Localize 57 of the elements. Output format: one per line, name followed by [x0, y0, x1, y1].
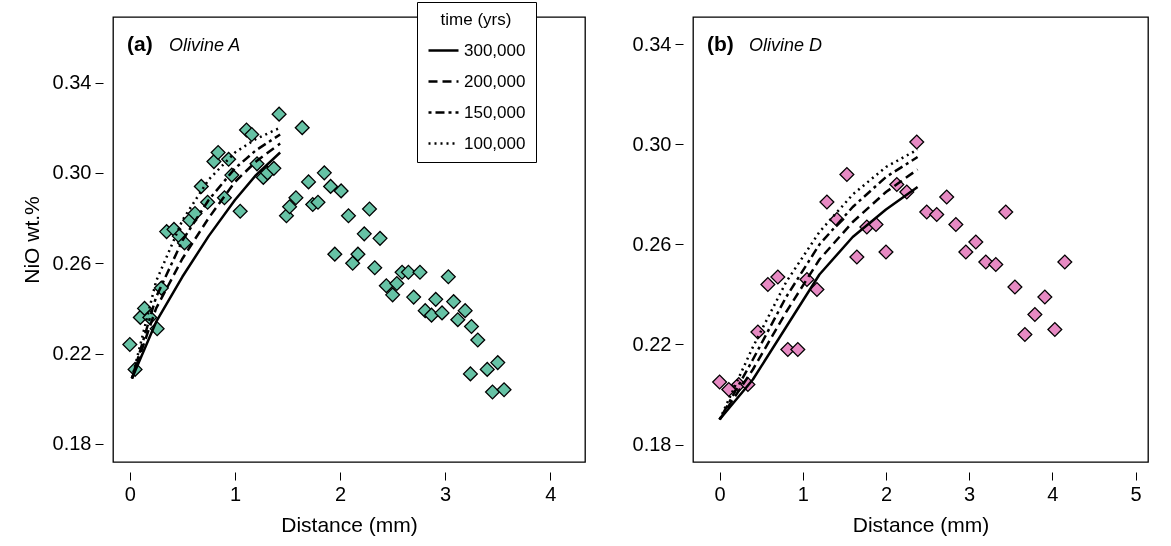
- x-tick-label: 4: [1047, 482, 1059, 505]
- point: [978, 254, 994, 270]
- point: [1017, 326, 1033, 343]
- x-tick-label: 2: [880, 482, 893, 505]
- point: [712, 374, 728, 390]
- point: [849, 249, 865, 265]
- y-tick-label: 0.30: [632, 133, 672, 155]
- point: [998, 204, 1014, 220]
- point: [790, 341, 806, 358]
- point: [1037, 289, 1053, 305]
- point: [939, 189, 955, 205]
- point: [988, 256, 1004, 273]
- point: [929, 206, 945, 223]
- y-tick-label: 0.26: [632, 233, 672, 255]
- x-axis-title: Distance (mm): [852, 512, 990, 536]
- y-tick-label: 0.18: [632, 433, 672, 455]
- x-tick-label: 4: [545, 482, 557, 505]
- point: [721, 381, 737, 398]
- x-tick-label: 3: [964, 482, 976, 505]
- y-tick-label: 0.22: [52, 342, 92, 365]
- point: [760, 276, 776, 293]
- y-axis-title: NiO wt.%: [19, 196, 43, 284]
- y-tick-label: 0.26: [52, 251, 92, 274]
- point: [1047, 321, 1063, 338]
- y-tick-label: 0.34: [632, 33, 672, 55]
- point: [909, 134, 925, 150]
- x-tick-label: 2: [335, 482, 347, 505]
- x-axis-title: Distance (mm): [281, 512, 418, 536]
- x-tick-label: 0: [124, 482, 136, 505]
- point: [919, 204, 935, 220]
- x-tick-label: 1: [797, 482, 809, 505]
- point: [809, 281, 825, 298]
- x-tick-label: 1: [229, 482, 241, 505]
- legend-label: 200,000: [464, 71, 526, 91]
- point: [819, 194, 835, 210]
- point: [958, 244, 974, 260]
- y-tick-label: 0.30: [52, 161, 92, 184]
- legend-title: time (yrs): [440, 10, 512, 29]
- text: (b) Olivine D: [707, 32, 823, 55]
- legend-label: 150,000: [464, 102, 526, 122]
- point: [878, 244, 894, 260]
- point: [968, 234, 984, 250]
- legend-label: 300,000: [464, 40, 526, 60]
- point: [948, 216, 964, 233]
- y-tick-label: 0.22: [632, 333, 672, 355]
- point: [1007, 279, 1023, 295]
- y-tick-label: 0.18: [52, 432, 92, 455]
- x-tick-label: 3: [440, 482, 452, 505]
- legend-label: 100,000: [464, 133, 526, 153]
- x-tick-label: 5: [1130, 482, 1142, 505]
- point: [770, 269, 786, 285]
- point: [1057, 254, 1073, 270]
- y-tick-label: 0.34: [52, 71, 92, 94]
- text: (a) Olivine A: [127, 32, 241, 55]
- x-tick-label: 0: [714, 482, 726, 505]
- point: [839, 166, 855, 183]
- point: [1027, 306, 1043, 323]
